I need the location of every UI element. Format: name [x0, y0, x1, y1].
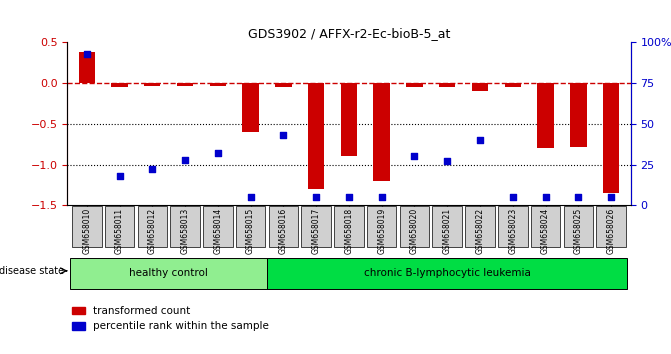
Point: [376, 194, 387, 200]
Point: [81, 51, 92, 57]
FancyBboxPatch shape: [498, 206, 527, 247]
Bar: [374, 83, 390, 181]
Text: GSM658012: GSM658012: [148, 207, 157, 253]
Point: [442, 159, 453, 164]
Text: GSM658020: GSM658020: [410, 207, 419, 254]
Point: [147, 167, 158, 172]
Bar: [111, 83, 127, 87]
Point: [311, 194, 321, 200]
FancyBboxPatch shape: [203, 206, 233, 247]
Point: [573, 194, 584, 200]
Point: [245, 194, 256, 200]
Text: GSM658024: GSM658024: [541, 207, 550, 254]
Title: GDS3902 / AFFX-r2-Ec-bioB-5_at: GDS3902 / AFFX-r2-Ec-bioB-5_at: [248, 27, 450, 40]
Bar: [570, 83, 586, 147]
Point: [474, 137, 485, 143]
Text: GSM658014: GSM658014: [213, 207, 222, 254]
Text: GSM658021: GSM658021: [443, 207, 452, 253]
Point: [540, 194, 551, 200]
Bar: [505, 83, 521, 87]
Text: healthy control: healthy control: [130, 268, 208, 278]
Text: chronic B-lymphocytic leukemia: chronic B-lymphocytic leukemia: [364, 268, 531, 278]
FancyBboxPatch shape: [70, 258, 267, 289]
FancyBboxPatch shape: [367, 206, 397, 247]
Legend: transformed count, percentile rank within the sample: transformed count, percentile rank withi…: [72, 306, 269, 331]
FancyBboxPatch shape: [433, 206, 462, 247]
FancyBboxPatch shape: [597, 206, 626, 247]
FancyBboxPatch shape: [400, 206, 429, 247]
Text: GSM658017: GSM658017: [311, 207, 321, 254]
Bar: [472, 83, 488, 91]
FancyBboxPatch shape: [267, 258, 627, 289]
Bar: [275, 83, 292, 87]
Point: [213, 150, 223, 156]
Text: GSM658025: GSM658025: [574, 207, 583, 254]
Point: [114, 173, 125, 179]
Point: [507, 194, 518, 200]
Text: GSM658018: GSM658018: [344, 207, 354, 253]
FancyBboxPatch shape: [236, 206, 265, 247]
Bar: [144, 83, 160, 86]
FancyBboxPatch shape: [138, 206, 167, 247]
Bar: [209, 83, 226, 86]
Text: GSM658016: GSM658016: [279, 207, 288, 254]
Point: [344, 194, 354, 200]
FancyBboxPatch shape: [301, 206, 331, 247]
FancyBboxPatch shape: [268, 206, 298, 247]
Text: GSM658026: GSM658026: [607, 207, 615, 254]
Point: [409, 154, 420, 159]
Point: [278, 132, 289, 138]
Bar: [177, 83, 193, 86]
Text: disease state: disease state: [0, 266, 64, 276]
Bar: [242, 83, 259, 132]
Bar: [341, 83, 357, 156]
Text: GSM658015: GSM658015: [246, 207, 255, 254]
FancyBboxPatch shape: [170, 206, 200, 247]
Point: [606, 194, 617, 200]
Text: GSM658011: GSM658011: [115, 207, 124, 253]
Text: GSM658010: GSM658010: [83, 207, 91, 254]
Text: GSM658019: GSM658019: [377, 207, 386, 254]
Bar: [79, 52, 95, 83]
Bar: [439, 83, 456, 87]
FancyBboxPatch shape: [105, 206, 134, 247]
Text: GSM658013: GSM658013: [180, 207, 190, 254]
Text: GSM658023: GSM658023: [508, 207, 517, 254]
Bar: [406, 83, 423, 87]
FancyBboxPatch shape: [531, 206, 560, 247]
FancyBboxPatch shape: [564, 206, 593, 247]
Bar: [537, 83, 554, 148]
Text: GSM658022: GSM658022: [476, 207, 484, 253]
FancyBboxPatch shape: [72, 206, 101, 247]
FancyBboxPatch shape: [465, 206, 495, 247]
FancyBboxPatch shape: [334, 206, 364, 247]
Bar: [308, 83, 324, 189]
Point: [180, 157, 191, 162]
Bar: [603, 83, 619, 193]
